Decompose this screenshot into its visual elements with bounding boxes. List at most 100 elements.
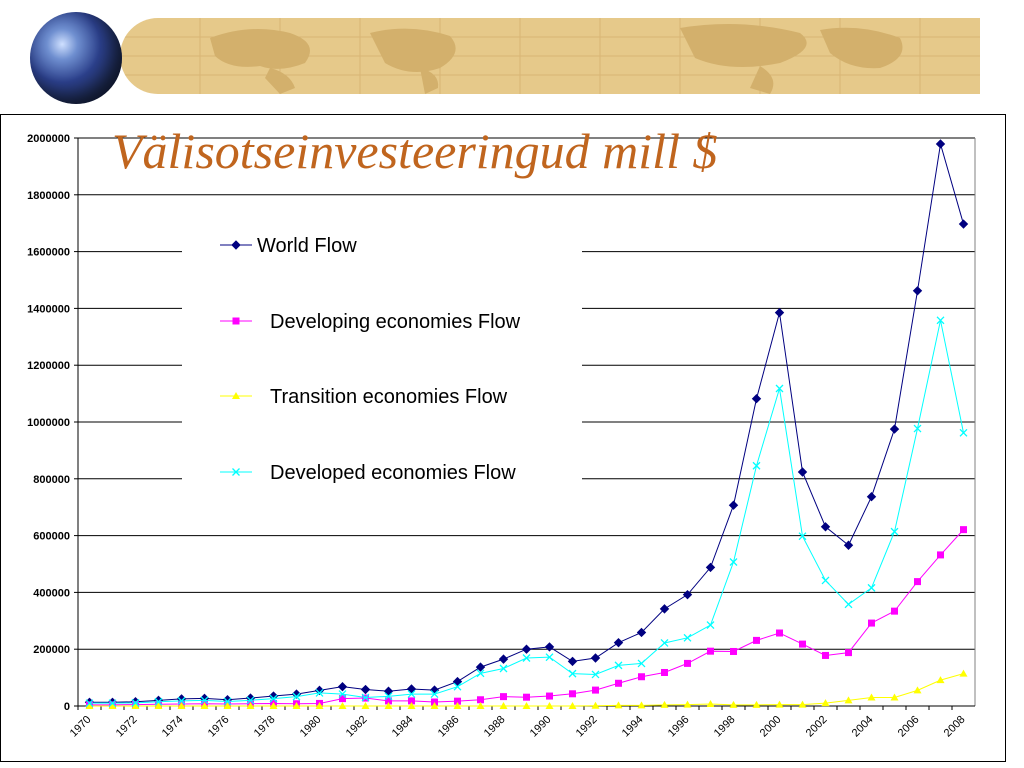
data-point-developing	[523, 693, 530, 701]
x-tick-label: 1994	[620, 714, 646, 740]
data-point-transition	[108, 702, 117, 709]
data-point-developed	[223, 697, 232, 706]
world-map-banner	[120, 18, 980, 94]
data-point-developing	[546, 692, 553, 700]
data-point-developing	[845, 649, 852, 657]
x-tick-label: 1992	[574, 714, 600, 740]
legend-label: World Flow	[257, 235, 357, 257]
data-point-transition	[890, 693, 899, 701]
data-point-developing	[339, 695, 346, 703]
data-point-developed	[361, 693, 370, 702]
globe-logo	[30, 12, 122, 104]
data-point-world	[912, 286, 923, 296]
y-tick-label: 1400000	[27, 303, 70, 315]
data-point-transition	[232, 392, 240, 399]
data-point-world	[728, 500, 739, 510]
y-tick-label: 1600000	[27, 247, 70, 259]
data-point-developing	[822, 651, 829, 659]
data-point-transition	[637, 701, 646, 709]
data-point-developed	[407, 690, 416, 699]
data-point-transition	[177, 702, 186, 709]
data-point-developing	[638, 673, 645, 681]
y-tick-label: 1000000	[27, 417, 70, 429]
data-point-transition	[407, 702, 416, 709]
data-point-transition	[476, 702, 485, 709]
world-map-graphic	[120, 18, 980, 94]
data-point-world	[889, 424, 900, 434]
data-point-developed	[752, 461, 761, 470]
data-point-developed	[890, 527, 899, 536]
data-point-world	[958, 219, 969, 229]
data-point-developed	[476, 669, 485, 678]
data-point-transition	[223, 702, 232, 709]
data-point-developed	[177, 696, 186, 705]
data-point-developed	[568, 669, 577, 678]
data-point-developing	[799, 640, 806, 648]
data-point-developed	[545, 653, 554, 662]
x-tick-label: 2002	[804, 714, 830, 740]
legend-box	[182, 222, 582, 494]
data-point-developed	[200, 696, 209, 705]
data-point-developed	[844, 600, 853, 609]
x-tick-label: 2008	[942, 714, 968, 740]
x-tick-label: 1976	[206, 714, 232, 740]
data-point-developed	[232, 468, 240, 476]
data-point-world	[590, 653, 601, 663]
y-tick-label: 800000	[33, 474, 70, 486]
data-point-world	[452, 676, 463, 687]
data-point-transition	[361, 702, 370, 709]
data-point-world	[751, 394, 762, 404]
data-point-world	[843, 540, 854, 550]
x-tick-label: 1982	[344, 714, 370, 740]
data-point-developing	[753, 636, 760, 644]
series-line-1	[89, 529, 964, 706]
y-tick-label: 600000	[33, 531, 70, 543]
data-point-world	[797, 467, 808, 477]
data-point-developed	[154, 697, 163, 706]
x-tick-label: 1988	[482, 714, 508, 740]
data-point-transition	[959, 669, 968, 677]
data-point-transition	[269, 702, 278, 709]
data-point-developed	[269, 694, 278, 703]
data-point-developed	[338, 690, 347, 699]
data-point-transition	[660, 700, 669, 708]
data-point-transition	[292, 702, 301, 709]
data-point-world	[383, 686, 394, 696]
data-point-developing	[914, 578, 921, 586]
data-point-transition	[683, 700, 692, 708]
data-point-developing	[477, 696, 484, 704]
data-point-developed	[775, 384, 784, 393]
data-point-developed	[637, 659, 646, 668]
data-point-world	[820, 522, 831, 532]
data-point-developed	[913, 424, 922, 433]
data-point-developed	[131, 698, 140, 707]
data-point-transition	[453, 702, 462, 709]
x-tick-label: 1970	[68, 714, 94, 740]
data-point-transition	[384, 702, 393, 709]
data-point-transition	[591, 701, 600, 709]
x-tick-label: 1980	[298, 714, 324, 740]
data-point-world	[659, 604, 670, 614]
data-point-transition	[867, 693, 876, 701]
chart-title: Välisotseinvesteeringud mill $	[112, 123, 718, 179]
data-point-world	[682, 589, 693, 600]
data-point-developed	[499, 664, 508, 673]
data-point-transition	[246, 702, 255, 709]
data-point-world	[360, 684, 371, 695]
x-tick-label: 2006	[896, 714, 922, 740]
y-tick-label: 2000000	[27, 133, 70, 145]
data-point-transition	[775, 700, 784, 708]
header-banner	[0, 0, 1024, 110]
data-point-developed	[591, 670, 600, 679]
data-point-developed	[246, 696, 255, 705]
legend-label: Transition economies Flow	[270, 386, 508, 408]
data-point-developing	[454, 697, 461, 705]
data-point-transition	[522, 702, 531, 709]
data-point-transition	[936, 676, 945, 684]
data-point-world	[866, 491, 877, 502]
data-point-transition	[752, 700, 761, 708]
data-point-developed	[453, 682, 462, 691]
x-tick-label: 1972	[114, 714, 140, 740]
data-point-world	[314, 685, 325, 696]
data-point-developing	[500, 693, 507, 701]
